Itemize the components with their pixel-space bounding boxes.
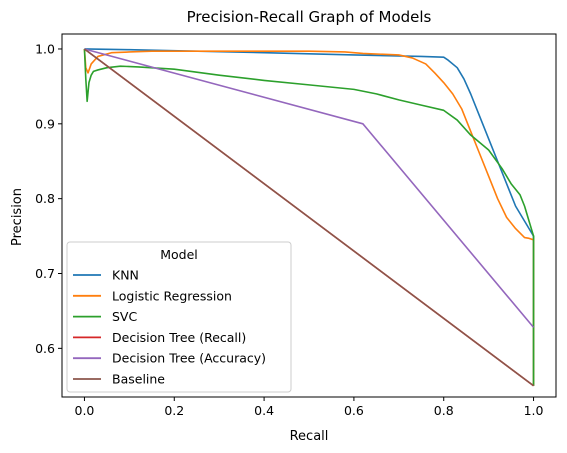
plot-area (61, 33, 557, 398)
x-tick-label: 0.6 (344, 403, 364, 418)
legend-item-svc: SVC (73, 309, 137, 324)
series-line-decision-tree-accuracy (84, 48, 535, 328)
legend-title: Model (160, 247, 198, 262)
chart-title: Precision-Recall Graph of Models (187, 8, 432, 26)
y-axis: 0.6 0.7 0.8 0.9 1.0 (35, 41, 62, 356)
legend-item-knn: KNN (73, 268, 139, 283)
legend-item-decision-tree-accuracy: Decision Tree (Accuracy) (73, 351, 266, 366)
legend-label: Decision Tree (Recall) (112, 330, 246, 345)
y-tick-label: 0.8 (35, 191, 55, 206)
y-tick-label: 0.6 (35, 341, 55, 356)
y-tick-label: 0.9 (35, 116, 55, 131)
legend-label: KNN (112, 268, 139, 283)
legend: Model KNN Logistic Regression SVC Decision … (66, 241, 292, 393)
series-line-baseline (83, 48, 535, 387)
legend-item-decision-tree-recall: Decision Tree (Recall) (73, 330, 246, 345)
x-tick-label: 0.0 (75, 403, 95, 418)
legend-box (66, 241, 292, 393)
legend-label: Decision Tree (Accuracy) (112, 351, 266, 366)
y-axis-label: Precision (10, 188, 25, 246)
series-line-svc (83, 48, 535, 386)
series-line-knn (84, 48, 535, 386)
legend-label: Logistic Regression (112, 288, 232, 303)
y-tick-label: 1.0 (35, 41, 55, 56)
x-tick-label: 0.4 (254, 403, 274, 418)
series-layer (83, 48, 535, 387)
legend-item-baseline: Baseline (73, 372, 165, 387)
plot-border (61, 33, 557, 398)
x-tick-label: 1.0 (524, 403, 544, 418)
series-line-logistic-regression (83, 48, 535, 386)
x-axis-label: Recall (290, 429, 329, 444)
legend-label: Baseline (112, 372, 165, 387)
x-tick-label: 0.2 (164, 403, 184, 418)
x-tick-label: 0.8 (434, 403, 454, 418)
y-tick-label: 0.7 (35, 266, 55, 281)
legend-label: SVC (112, 309, 137, 324)
x-axis: 0.0 0.2 0.4 0.6 0.8 1.0 (75, 397, 544, 418)
legend-item-logistic-regression: Logistic Regression (73, 288, 232, 303)
legend-items: KNN Logistic Regression SVC Decision Tree (… (73, 268, 266, 387)
